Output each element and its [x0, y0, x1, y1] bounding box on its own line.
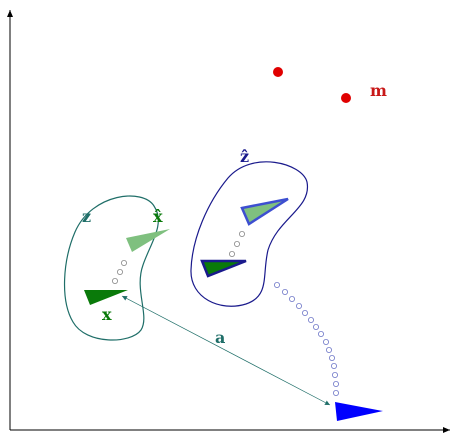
trail-dot	[301, 309, 308, 316]
trail-dot	[295, 302, 302, 309]
x-hat-triangle	[126, 229, 170, 252]
trail-dot	[312, 323, 319, 330]
trail-dot	[233, 240, 240, 247]
trail-dot	[307, 316, 314, 323]
trail-dot	[317, 330, 324, 337]
trail-dot	[331, 371, 338, 378]
trail-dot	[238, 230, 245, 237]
blue-dot-trail	[273, 281, 339, 396]
z-hat-region	[190, 161, 308, 307]
target-triangle	[335, 402, 383, 421]
trail-dot	[117, 268, 124, 275]
z-label: z	[82, 207, 91, 226]
trail-dot	[288, 295, 295, 302]
z-hat-lower-triangle	[200, 259, 247, 278]
x-triangle	[84, 290, 128, 305]
z-hat-upper-triangle	[240, 197, 289, 226]
trail-dot	[322, 338, 329, 345]
trail-dot	[273, 281, 280, 288]
trail-dot	[121, 259, 128, 266]
trail-dot	[332, 389, 339, 396]
trail-dot	[328, 354, 335, 361]
trail-dot	[112, 277, 119, 284]
m-label: m	[370, 81, 387, 100]
m-point-1	[273, 67, 283, 77]
trail-dot	[330, 362, 337, 369]
z-dot-trail	[112, 259, 128, 284]
trail-dot	[281, 288, 288, 295]
x-hat-label: x̂	[153, 207, 163, 226]
trail-dot	[228, 250, 235, 257]
z-hat-label: ẑ	[240, 147, 249, 166]
z-hat-dot-trail	[228, 230, 245, 257]
a-label: a	[215, 328, 225, 347]
trail-dot	[325, 346, 332, 353]
a-arrow	[121, 295, 331, 406]
trail-dot	[332, 380, 339, 387]
x-label: x	[102, 305, 112, 324]
m-point-2	[341, 93, 351, 103]
